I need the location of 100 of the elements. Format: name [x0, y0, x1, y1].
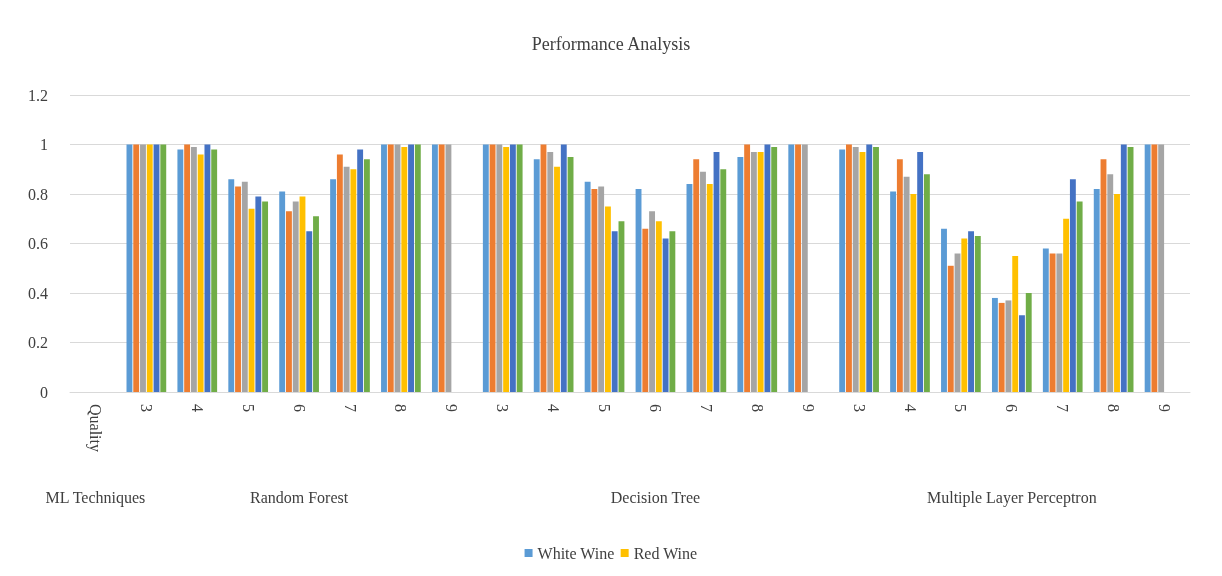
bar	[190, 146, 197, 392]
bar	[795, 144, 801, 392]
bar	[910, 194, 917, 392]
bar	[554, 166, 560, 392]
bar	[947, 265, 954, 392]
x-tick-label: 4	[188, 404, 206, 412]
bar	[700, 171, 706, 392]
x-tick-label: 9	[1156, 404, 1174, 412]
bar	[146, 144, 153, 392]
bar	[890, 191, 897, 392]
bar	[350, 169, 357, 392]
bar	[584, 181, 591, 392]
bar	[764, 144, 771, 392]
bar	[655, 221, 662, 392]
x-tick-label: 8	[392, 404, 410, 412]
bar	[160, 144, 167, 392]
x-tick-label: Quality	[85, 404, 104, 452]
bar	[788, 144, 795, 392]
bar	[516, 144, 523, 392]
bar	[941, 228, 947, 392]
bar	[611, 231, 618, 392]
bar	[431, 144, 438, 392]
bar	[757, 151, 764, 392]
bar	[560, 144, 567, 392]
bar	[903, 176, 910, 392]
x-tick-label: 5	[596, 404, 614, 412]
legend-label: Red Wine	[633, 544, 698, 562]
x-tick-label: 7	[697, 404, 715, 412]
bar	[846, 144, 852, 392]
bar	[1120, 144, 1127, 392]
y-tick-label: 0.4	[28, 284, 48, 302]
text: Multiple Layer Perceptron	[926, 488, 1097, 507]
bar	[1144, 144, 1151, 392]
bar	[1056, 253, 1063, 392]
bar	[1012, 255, 1019, 392]
bar	[286, 211, 292, 392]
bar	[248, 208, 255, 392]
bar	[866, 144, 873, 392]
bar	[1093, 189, 1100, 392]
bar	[177, 149, 184, 392]
bar	[649, 211, 656, 392]
y-tick-label: 1.2	[28, 86, 48, 104]
text: Decision Tree	[610, 488, 701, 506]
bar	[693, 159, 700, 392]
bar	[604, 206, 611, 392]
y-tick-label: 0.8	[28, 185, 48, 203]
bar	[363, 159, 370, 392]
x-tick-label: 7	[341, 404, 359, 412]
text: Random Forest	[249, 488, 349, 506]
bar	[235, 186, 241, 392]
bar	[482, 144, 489, 392]
x-tick-label: 6	[646, 404, 664, 412]
bar	[896, 159, 903, 392]
bar	[1114, 194, 1120, 392]
x-tick-label: 3	[850, 404, 868, 412]
bar	[387, 144, 394, 392]
bar	[381, 144, 387, 392]
bar	[255, 196, 262, 392]
x-tick-label: 7	[1054, 404, 1072, 412]
x-tick-label: 9	[443, 404, 461, 412]
bar	[279, 191, 286, 392]
bar	[801, 144, 808, 392]
bar	[445, 144, 452, 392]
bar	[662, 238, 669, 392]
bar	[1069, 179, 1076, 392]
x-tick-label: 6	[1003, 404, 1021, 412]
bar	[737, 156, 744, 392]
bar	[357, 149, 364, 392]
bar	[1107, 174, 1114, 392]
x-tick-label: 4	[545, 404, 563, 412]
bar	[923, 174, 930, 392]
bar	[873, 146, 879, 392]
bar	[330, 179, 337, 392]
y-tick-label: 0	[40, 383, 48, 401]
x-tick-label: 8	[748, 404, 766, 412]
y-tick-label: 0.6	[28, 235, 48, 252]
bar	[991, 297, 998, 392]
bar	[184, 144, 191, 392]
bar	[1042, 248, 1049, 392]
bar	[998, 302, 1005, 392]
legend-label: White Wine	[537, 544, 615, 562]
bar	[228, 179, 235, 392]
bar	[744, 144, 751, 392]
bar	[1063, 218, 1070, 392]
bar	[961, 238, 968, 392]
bar	[489, 144, 496, 392]
bar	[262, 201, 269, 392]
bar	[669, 231, 676, 392]
bar	[241, 181, 248, 392]
x-tick-label: 3	[494, 404, 512, 412]
bar	[968, 231, 974, 392]
bar	[706, 184, 713, 392]
bar	[750, 151, 757, 392]
bar	[140, 144, 146, 392]
y-tick-label: 1	[40, 136, 48, 153]
bar	[852, 146, 859, 392]
bar	[598, 186, 605, 392]
bar	[591, 189, 598, 392]
bar	[642, 228, 649, 392]
bar	[1019, 315, 1025, 392]
